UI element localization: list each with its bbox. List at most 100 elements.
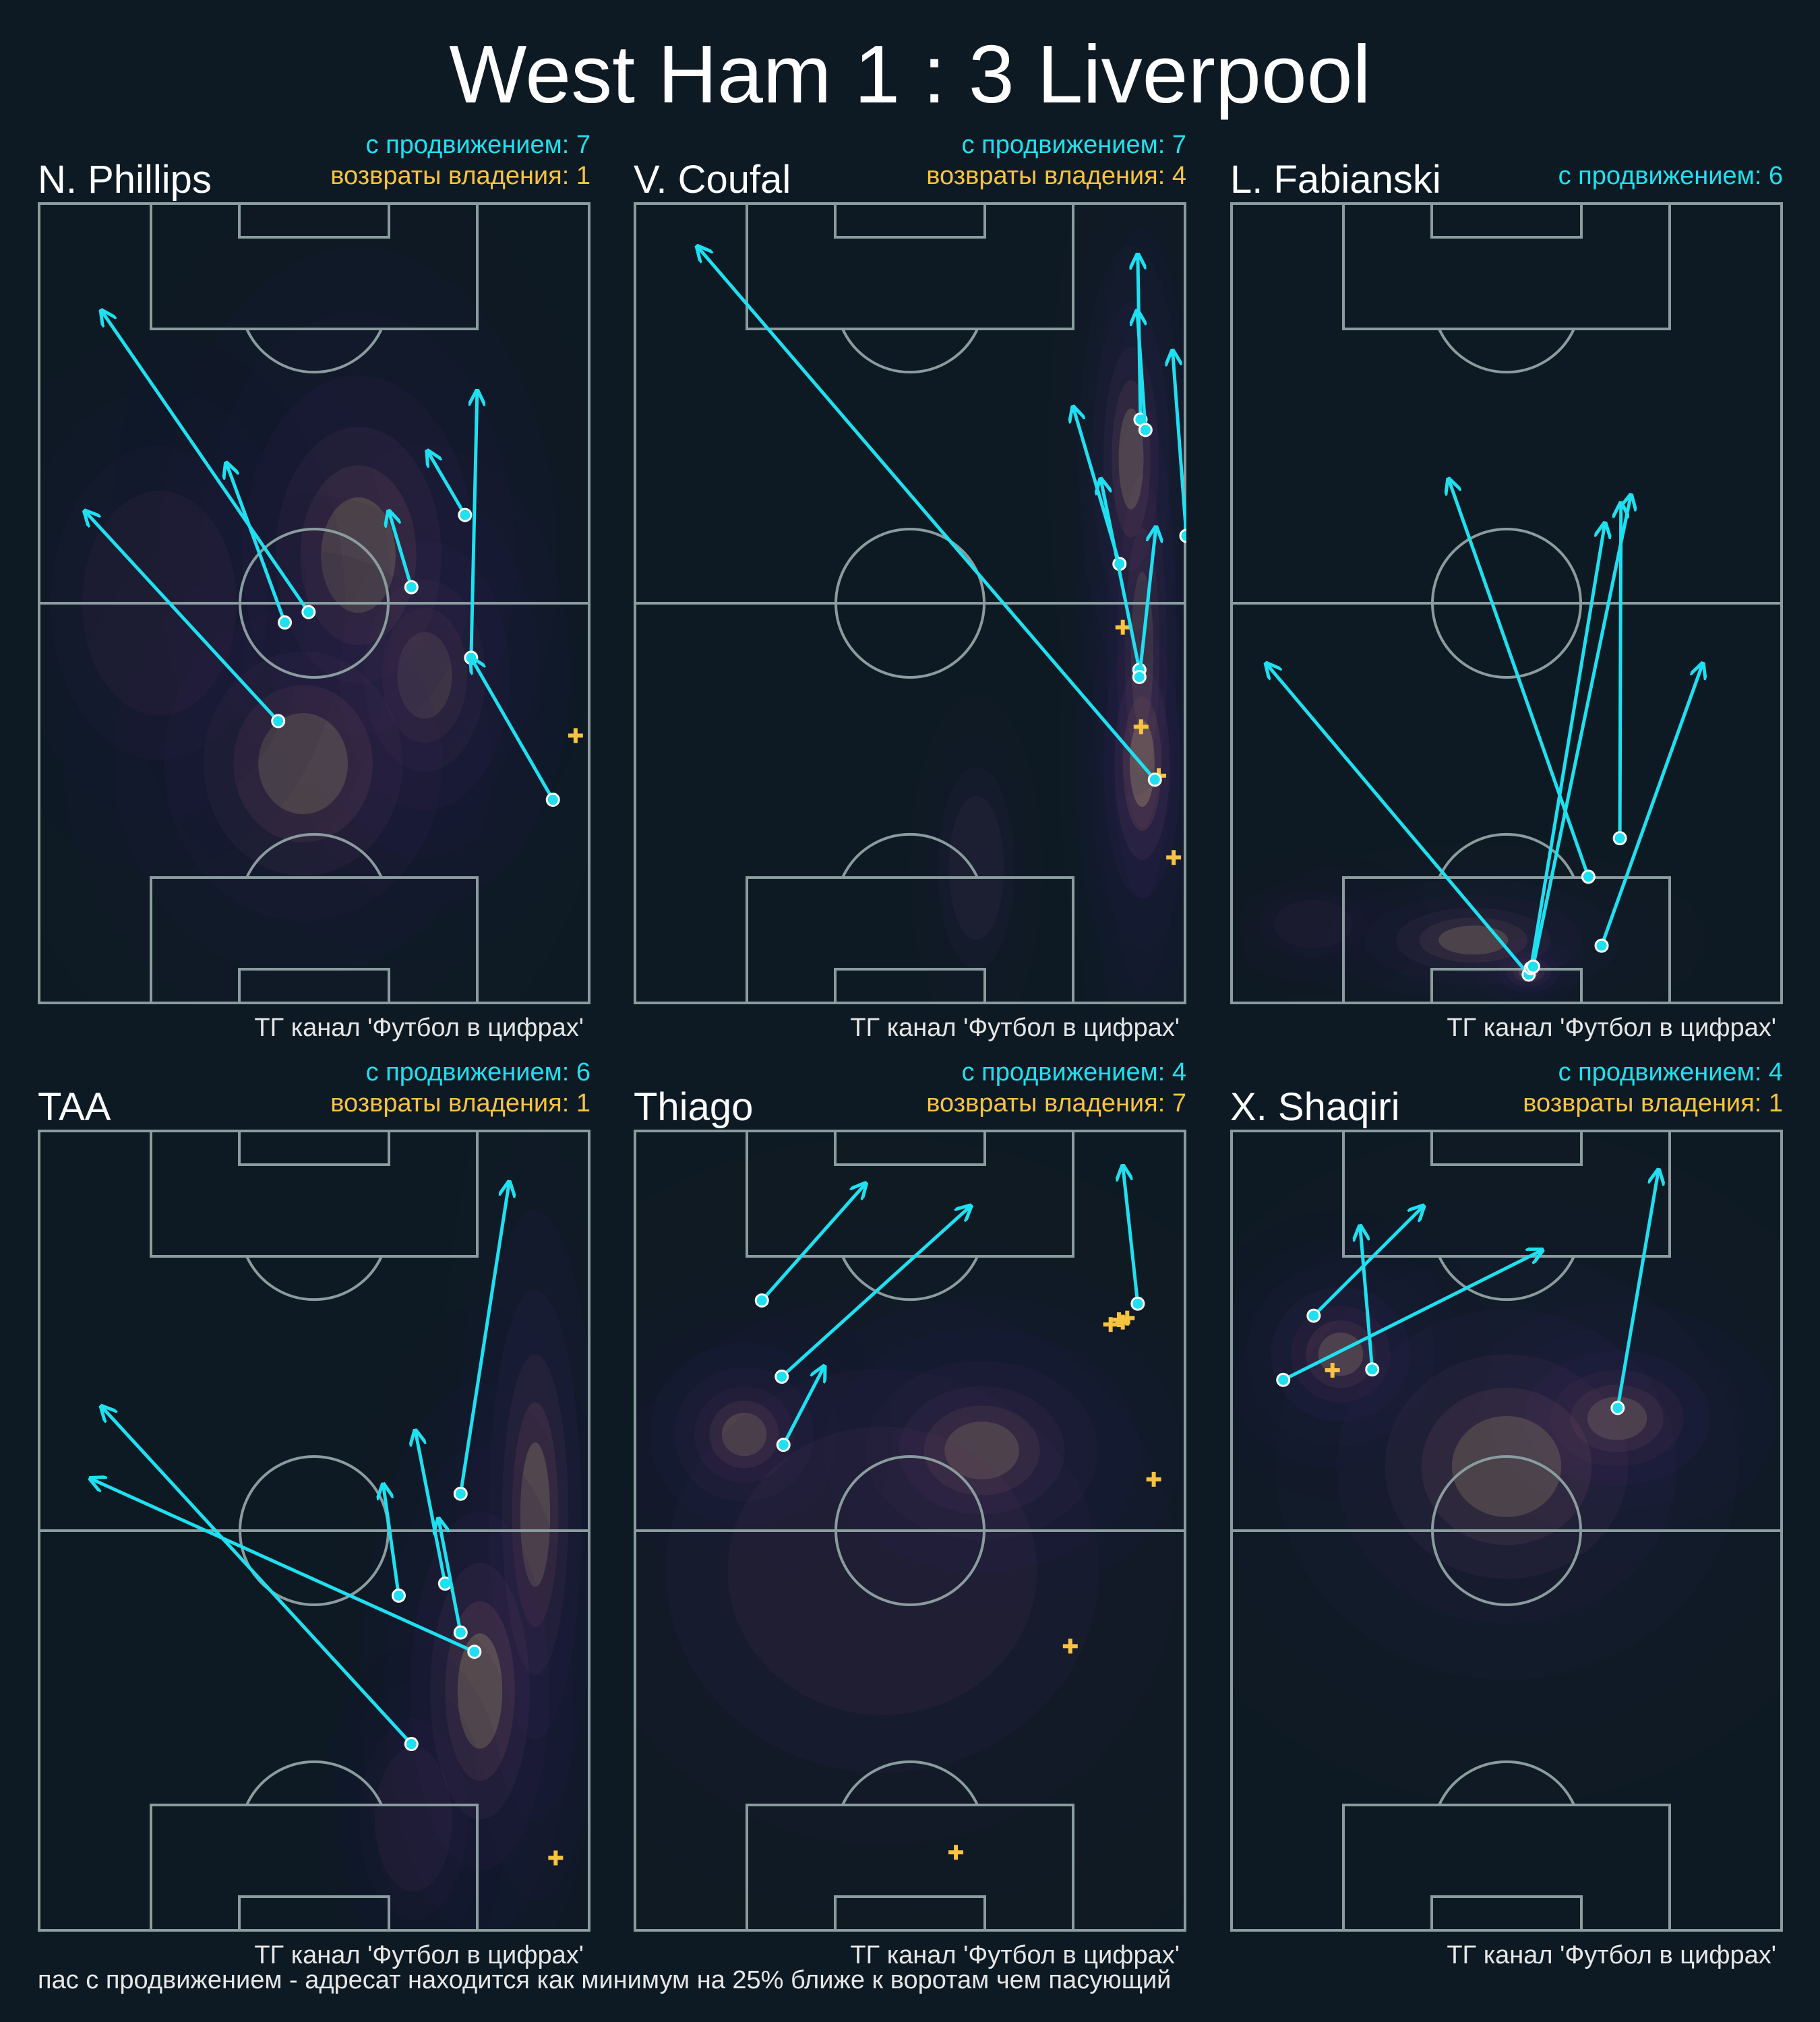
penalty-box-top [150,202,479,330]
progressive-pass [471,658,560,807]
density-blob [1089,580,1186,947]
density-blob [1082,228,1186,1004]
progressive-pass [415,1430,452,1591]
density-blob [1258,890,1368,958]
penalty-box-bottom [1342,1804,1671,1932]
six-yard-box-top [834,202,986,239]
pitch-lines [38,1130,590,1932]
density-blob [733,1258,1186,1643]
penalty-box-top [150,1130,479,1258]
density-blob [1275,1253,1738,1680]
density-blob [674,1367,814,1502]
density-blob [1421,1388,1592,1545]
penalty-arc-top [841,328,979,374]
pass-arrow [1137,311,1147,431]
penalty-box-top [746,202,1074,330]
density-blob [275,427,442,683]
six-yard-box-top [238,202,390,239]
density-blob [783,1296,1181,1605]
density-blob [38,427,590,1004]
centre-circle [1431,528,1582,679]
density-blob [204,651,403,876]
player-panel-thiago: Thiago с продвижением: 4 возвраты владен… [634,1057,1186,1969]
player-name: V. Coufal [634,158,791,202]
recovery-marker [548,1850,564,1866]
density-blob [1059,474,1186,1004]
density-blob [309,492,541,859]
pitch-plot [38,1130,590,1932]
progressive-pass [1137,311,1153,437]
pass-arrow [760,1184,866,1302]
progressive-pass [439,1519,468,1640]
pass-origin-dot [453,1625,468,1640]
density-blob [1336,1309,1677,1624]
pass-origin-dot [271,714,286,729]
density-heatmap [297,1130,590,1932]
pitch-lines [634,1130,1186,1932]
density-blob [502,1354,569,1676]
density-blob [1291,1306,1391,1403]
density-blob [923,731,1029,1004]
progressive-pass [90,1479,482,1659]
density-blob [114,550,493,977]
pass-arrow [1173,350,1186,537]
density-blob [1587,1397,1647,1440]
pitch-lines [1230,202,1783,1004]
player-name: Thiago [634,1085,754,1129]
channel-credit: ТГ канал 'Футбол в цифрах' [850,1941,1180,1969]
density-blob [649,1343,839,1526]
density-blob [339,541,510,811]
recovery-marker [1103,1317,1118,1332]
centre-circle [835,528,985,679]
penalty-arc-top [245,1256,383,1301]
progressive-pass [1449,479,1596,884]
player-panel-shaqiri: X. Shaqiri с продвижением: 4 возвраты вл… [1230,1057,1783,1969]
penalty-box-bottom [1342,876,1671,1004]
density-blob [512,1402,559,1627]
recovery-marker [1146,1471,1161,1487]
pass-arrow [1312,1206,1424,1317]
density-blob [163,606,443,921]
penalty-arc-bottom [1438,1760,1575,1806]
density-blob [694,1386,794,1483]
penalty-arc-top [1438,1256,1575,1301]
density-blob [382,608,468,743]
player-name: L. Fabianski [1230,158,1441,202]
pass-arrow [1531,495,1631,967]
player-name: N. Phillips [38,158,212,202]
density-blob [1524,1351,1710,1486]
progressive-pass-count: с продвижением: 7 [365,131,590,159]
pass-arrow [1529,523,1605,969]
recovery-marker [1115,619,1130,635]
progressive-pass [226,463,293,630]
density-blob [520,1442,551,1587]
density-blob [1064,202,1186,729]
pass-arrow [1137,527,1156,677]
progressive-pass [775,1206,971,1384]
pass-arrow [427,451,467,516]
density-blob [910,694,1043,1004]
progressive-pass-count: с продвижением: 6 [1558,162,1783,190]
penalty-box-top [746,1130,1074,1258]
pitch-plot [634,1130,1186,1932]
density-blob [278,444,571,907]
pass-origin-dot [1594,938,1609,953]
penalty-arc-bottom [841,832,979,878]
channel-credit: ТГ канал 'Футбол в цифрах' [1447,1941,1776,1969]
penalty-arc-top [841,1256,979,1301]
progressive-pass-count: с продвижением: 4 [961,1058,1186,1086]
density-blob [242,375,475,735]
six-yard-box-bottom [834,1895,986,1932]
density-blob [1230,1238,1461,1470]
progressive-pass [697,246,1162,787]
pass-origin-dot [1306,1308,1321,1323]
density-blob [321,497,396,613]
six-yard-box-bottom [1430,1895,1583,1932]
progressive-pass [1173,350,1186,543]
density-blob [634,1318,864,1550]
density-blob [489,1290,582,1740]
density-blob [866,1360,1098,1541]
pass-origin-dot [775,1370,789,1384]
pass-origin-dot [545,793,560,807]
pass-arrow [1616,1170,1659,1409]
